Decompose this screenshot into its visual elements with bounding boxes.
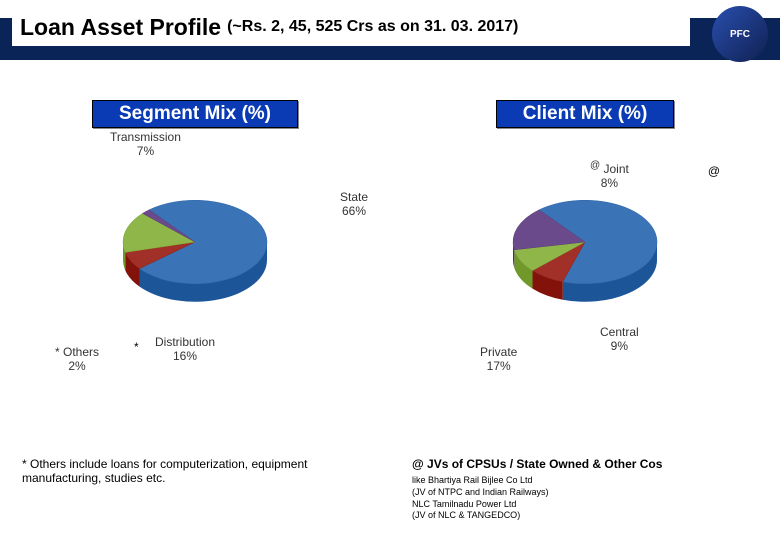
slice-label: @ Joint8% <box>590 160 629 190</box>
slice-label: Central9% <box>600 325 639 353</box>
page: Loan Asset Profile (~Rs. 2, 45, 525 Crs … <box>0 0 780 540</box>
slice-label: * Others2% <box>55 345 99 373</box>
segment-footnote: * Others include loans for computerizati… <box>0 457 390 522</box>
page-subtitle: (~Rs. 2, 45, 525 Crs as on 31. 03. 2017) <box>227 18 518 36</box>
page-title: Loan Asset Profile <box>20 14 221 41</box>
footnotes-row: * Others include loans for computerizati… <box>0 457 780 522</box>
subheaders-row: Segment Mix (%) Client Mix (%) <box>0 100 780 128</box>
title-bar: Loan Asset Profile (~Rs. 2, 45, 525 Crs … <box>12 8 690 46</box>
charts-row: * Generation75%Transmission7%Distributio… <box>0 150 780 410</box>
client-chart: @ State66%@ Joint8%Central9%Private17% <box>390 150 780 410</box>
client-footnote-head: @ JVs of CPSUs / State Owned & Other Cos <box>412 457 758 471</box>
client-footnote: @ JVs of CPSUs / State Owned & Other Cos… <box>390 457 780 522</box>
slice-label: Transmission7% <box>110 130 181 158</box>
segment-heading: Segment Mix (%) <box>92 100 298 128</box>
slice-label: Private17% <box>480 345 517 373</box>
segment-chart: * Generation75%Transmission7%Distributio… <box>0 150 390 410</box>
slice-label: State66% <box>340 190 368 218</box>
client-heading-wrap: Client Mix (%) <box>390 100 780 128</box>
slice-label: Distribution16% <box>155 335 215 363</box>
segment-heading-wrap: Segment Mix (%) <box>0 100 390 128</box>
client-footnote-sub: like Bhartiya Rail Bijlee Co Ltd(JV of N… <box>412 475 758 522</box>
pfc-logo: PFC <box>712 6 768 62</box>
client-heading: Client Mix (%) <box>496 100 675 128</box>
logo-text: PFC <box>730 29 750 40</box>
